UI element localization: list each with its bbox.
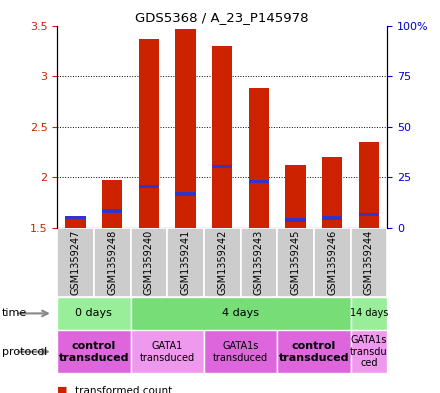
- Title: GDS5368 / A_23_P145978: GDS5368 / A_23_P145978: [136, 11, 309, 24]
- Text: 0 days: 0 days: [75, 309, 112, 318]
- Text: GSM1359248: GSM1359248: [107, 230, 117, 295]
- Bar: [139, 39, 159, 228]
- Bar: [277, 228, 314, 297]
- Text: GSM1359247: GSM1359247: [70, 230, 81, 295]
- Text: protocol: protocol: [2, 347, 48, 357]
- Text: control
transduced: control transduced: [279, 341, 349, 362]
- Bar: [314, 228, 351, 297]
- Bar: [57, 228, 94, 297]
- Bar: [66, 218, 86, 228]
- Bar: [94, 228, 131, 297]
- Text: GSM1359245: GSM1359245: [290, 230, 301, 295]
- Bar: [351, 228, 387, 297]
- Bar: [131, 228, 167, 297]
- Bar: [322, 216, 342, 220]
- Text: transformed count: transformed count: [75, 386, 172, 393]
- Bar: [351, 330, 387, 373]
- Bar: [212, 165, 232, 168]
- Text: 14 days: 14 days: [350, 309, 388, 318]
- Text: GSM1359240: GSM1359240: [144, 230, 154, 295]
- Text: GSM1359244: GSM1359244: [364, 230, 374, 295]
- Bar: [139, 185, 159, 189]
- Bar: [241, 228, 277, 297]
- Bar: [204, 228, 241, 297]
- Text: GATA1s
transduced: GATA1s transduced: [213, 341, 268, 362]
- Text: 4 days: 4 days: [222, 309, 259, 318]
- Bar: [131, 330, 204, 373]
- Bar: [167, 228, 204, 297]
- Bar: [102, 209, 122, 213]
- Text: GSM1359241: GSM1359241: [180, 230, 191, 295]
- Bar: [322, 157, 342, 228]
- Text: GSM1359242: GSM1359242: [217, 230, 227, 295]
- Bar: [351, 297, 387, 330]
- Bar: [212, 46, 232, 228]
- Bar: [286, 165, 306, 228]
- Bar: [286, 219, 306, 222]
- Bar: [249, 88, 269, 228]
- Bar: [249, 180, 269, 184]
- Text: time: time: [2, 309, 27, 318]
- Bar: [204, 330, 277, 373]
- Text: GSM1359246: GSM1359246: [327, 230, 337, 295]
- Text: GSM1359243: GSM1359243: [254, 230, 264, 295]
- Bar: [277, 330, 351, 373]
- Bar: [359, 142, 379, 228]
- Bar: [176, 192, 196, 196]
- Text: control
transduced: control transduced: [59, 341, 129, 362]
- Bar: [57, 330, 131, 373]
- Bar: [359, 213, 379, 216]
- Text: ■: ■: [57, 386, 68, 393]
- Text: GATA1
transduced: GATA1 transduced: [139, 341, 195, 362]
- Bar: [66, 216, 86, 219]
- Text: GATA1s
transdu
ced: GATA1s transdu ced: [350, 335, 388, 368]
- Bar: [176, 29, 196, 228]
- Bar: [57, 297, 131, 330]
- Bar: [102, 180, 122, 228]
- Bar: [131, 297, 351, 330]
